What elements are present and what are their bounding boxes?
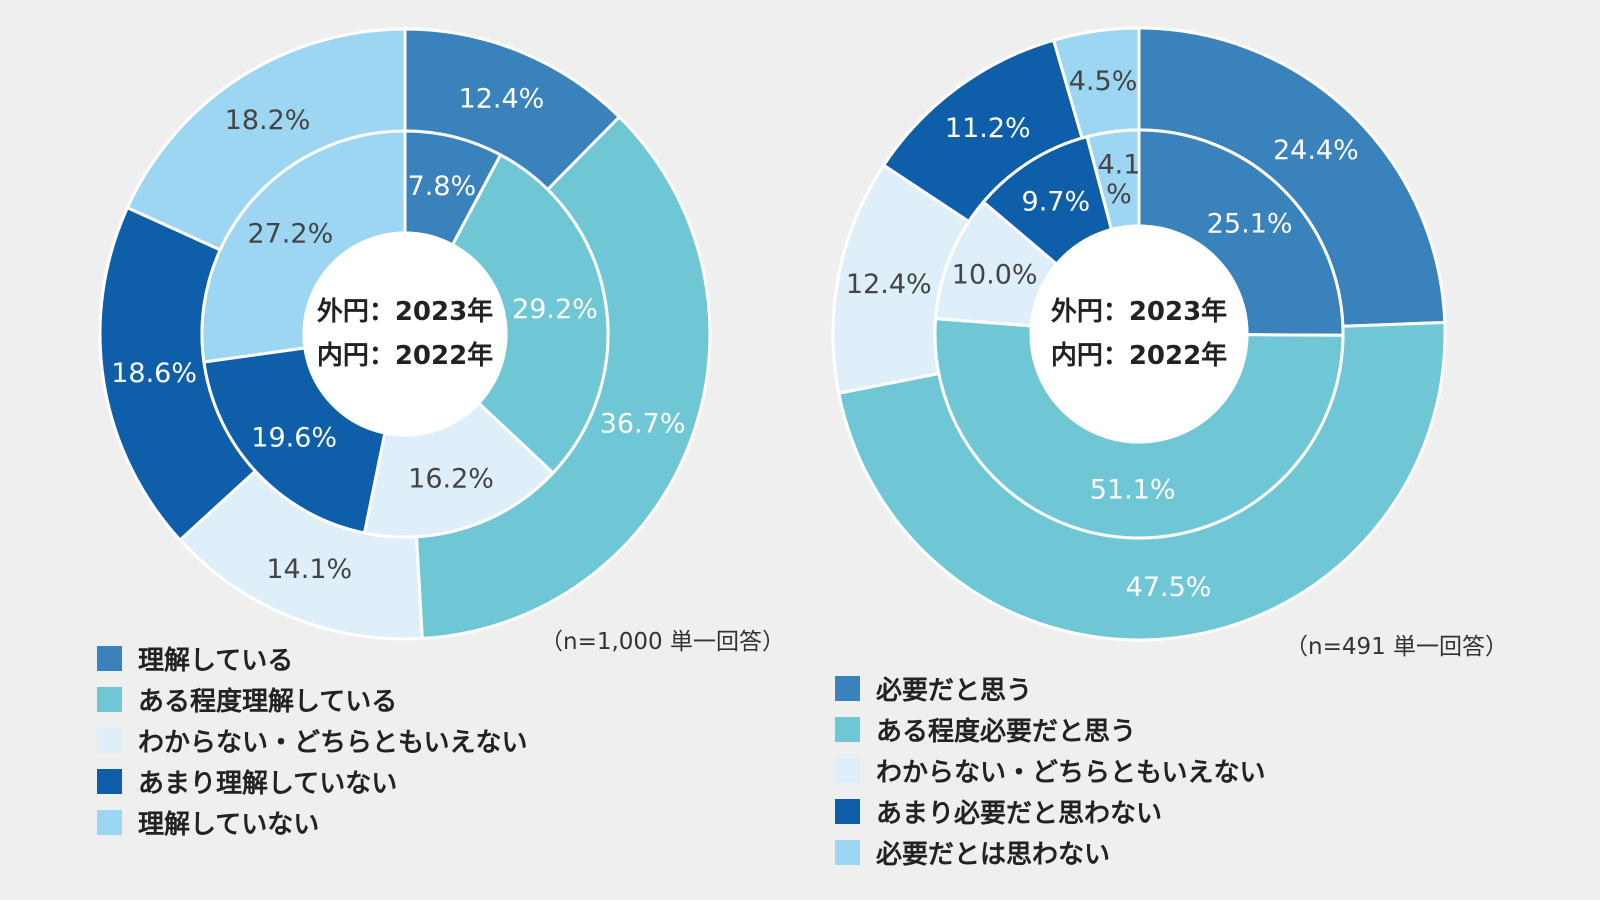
slice-value-label: 51.1% <box>1090 474 1176 505</box>
slice-value-label: 11.2% <box>945 113 1031 144</box>
slice-value-label: 27.2% <box>247 219 333 250</box>
legend-item: わからない・どちらともいえない <box>97 720 527 761</box>
center-label: 外円：2023年 <box>1051 296 1227 327</box>
legend-swatch <box>835 799 860 824</box>
slice-value-label: 14.1% <box>266 554 352 585</box>
legend-swatch <box>97 728 122 753</box>
legend-swatch <box>835 676 860 701</box>
slice-value-label: 9.7% <box>1022 187 1091 218</box>
double-donut-chart: 24.4% 47.5% 12.4% 11.2% 4.5% 25.1% 51.1% 10.0% 9… <box>831 26 1447 642</box>
legend-item: 必要だと思う <box>835 668 1265 709</box>
legend-label: 必要だとは思わない <box>876 840 1111 870</box>
slice-value-label: 18.6% <box>111 358 197 389</box>
center-label: 内円：2022年 <box>317 340 493 371</box>
legend-label: あまり必要だと思わない <box>876 799 1163 829</box>
sample-note: （n=491 単一回答） <box>1285 634 1509 660</box>
slice-value-label: 19.6% <box>251 423 337 454</box>
donut-center <box>302 231 508 437</box>
center-label: 外円：2023年 <box>317 296 493 327</box>
legend-label: わからない・どちらともいえない <box>876 758 1266 788</box>
legend-swatch <box>835 840 860 865</box>
legend-label: 理解していない <box>138 810 320 840</box>
legend: 必要だと思う ある程度必要だと思う わからない・どちらともいえない あまり必要だ… <box>835 668 1265 873</box>
slice-value-label: 29.2% <box>512 294 598 325</box>
slice-value-label: 36.7% <box>600 408 686 439</box>
legend-swatch <box>97 687 122 712</box>
slice-value-label: 18.2% <box>225 105 311 136</box>
legend-label: 必要だと思う <box>876 676 1033 706</box>
slice-value-label: 10.0% <box>952 259 1038 290</box>
legend: 理解している ある程度理解している わからない・どちらともいえない あまり理解し… <box>97 638 527 843</box>
legend-item: 理解している <box>97 638 527 679</box>
slice-value-label: 12.4% <box>459 84 545 115</box>
sample-note: （n=1,000 単一回答） <box>540 629 786 655</box>
legend-label: わからない・どちらともいえない <box>138 728 528 758</box>
legend-swatch <box>97 810 122 835</box>
slice-value-label: 47.5% <box>1126 572 1212 603</box>
slice-value-label: 4.5% <box>1069 66 1138 97</box>
donut-center <box>1029 224 1249 444</box>
slice-value-label: 7.8% <box>408 171 477 202</box>
double-donut-chart: 12.4% 36.7% 14.1% 18.6% 18.2% 7.8% 29.2% 16.2% 1… <box>98 27 712 641</box>
legend-swatch <box>97 769 122 794</box>
legend-swatch <box>835 717 860 742</box>
legend-label: あまり理解していない <box>138 769 398 799</box>
legend-item: あまり必要だと思わない <box>835 791 1265 832</box>
slice-value-label: 24.4% <box>1273 135 1359 166</box>
legend-item: ある程度必要だと思う <box>835 709 1265 750</box>
center-label: 内円：2022年 <box>1051 340 1227 371</box>
legend-label: ある程度必要だと思う <box>876 717 1137 747</box>
legend-item: 必要だとは思わない <box>835 832 1265 873</box>
legend-item: あまり理解していない <box>97 761 527 802</box>
legend-label: 理解している <box>138 646 294 676</box>
legend-item: 理解していない <box>97 802 527 843</box>
legend-swatch <box>97 646 122 671</box>
legend-item: わからない・どちらともいえない <box>835 750 1265 791</box>
legend-label: ある程度理解している <box>138 687 398 717</box>
slice-value-label: 12.4% <box>846 269 932 300</box>
slice-value-label: 4.1% <box>1097 149 1140 210</box>
legend-item: ある程度理解している <box>97 679 527 720</box>
slice-value-label: 25.1% <box>1207 209 1293 240</box>
slice-value-label: 16.2% <box>408 463 494 494</box>
legend-swatch <box>835 758 860 783</box>
